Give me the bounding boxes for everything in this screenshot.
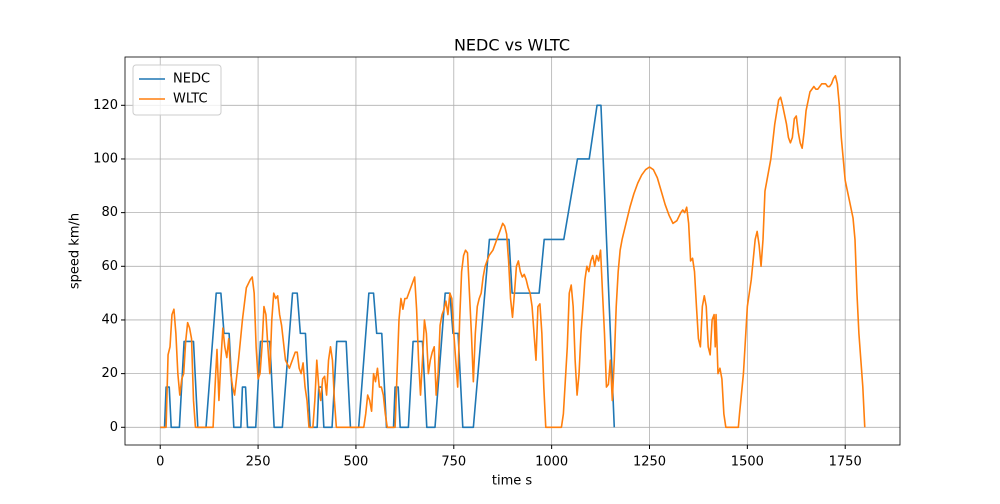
y-tick-label: 0 — [110, 420, 118, 435]
y-tick-label: 120 — [93, 98, 118, 113]
legend-label: WLTC — [173, 92, 208, 107]
x-tick-label: 1250 — [633, 455, 666, 470]
chart-title: NEDC vs WLTC — [454, 36, 570, 55]
x-tick-label: 500 — [344, 455, 369, 470]
x-tick-label: 1500 — [731, 455, 764, 470]
y-tick-label: 80 — [101, 205, 118, 220]
legend-box — [132, 64, 222, 116]
axes-frame — [124, 56, 901, 446]
legend-label: NEDC — [173, 72, 210, 87]
x-tick-label: 1750 — [829, 455, 862, 470]
series-line — [160, 74, 866, 429]
x-tick-label: 1000 — [535, 455, 568, 470]
x-tick-label: 750 — [441, 455, 466, 470]
y-tick-label: 100 — [93, 151, 118, 166]
x-axis-label: time s — [492, 474, 533, 489]
y-tick-label: 20 — [101, 366, 118, 381]
y-tick-label: 60 — [101, 259, 118, 274]
x-tick-label: 0 — [156, 455, 164, 470]
y-tick-label: 40 — [101, 312, 118, 327]
y-axis-label: speed km/h — [68, 213, 83, 289]
x-tick-label: 250 — [246, 455, 271, 470]
